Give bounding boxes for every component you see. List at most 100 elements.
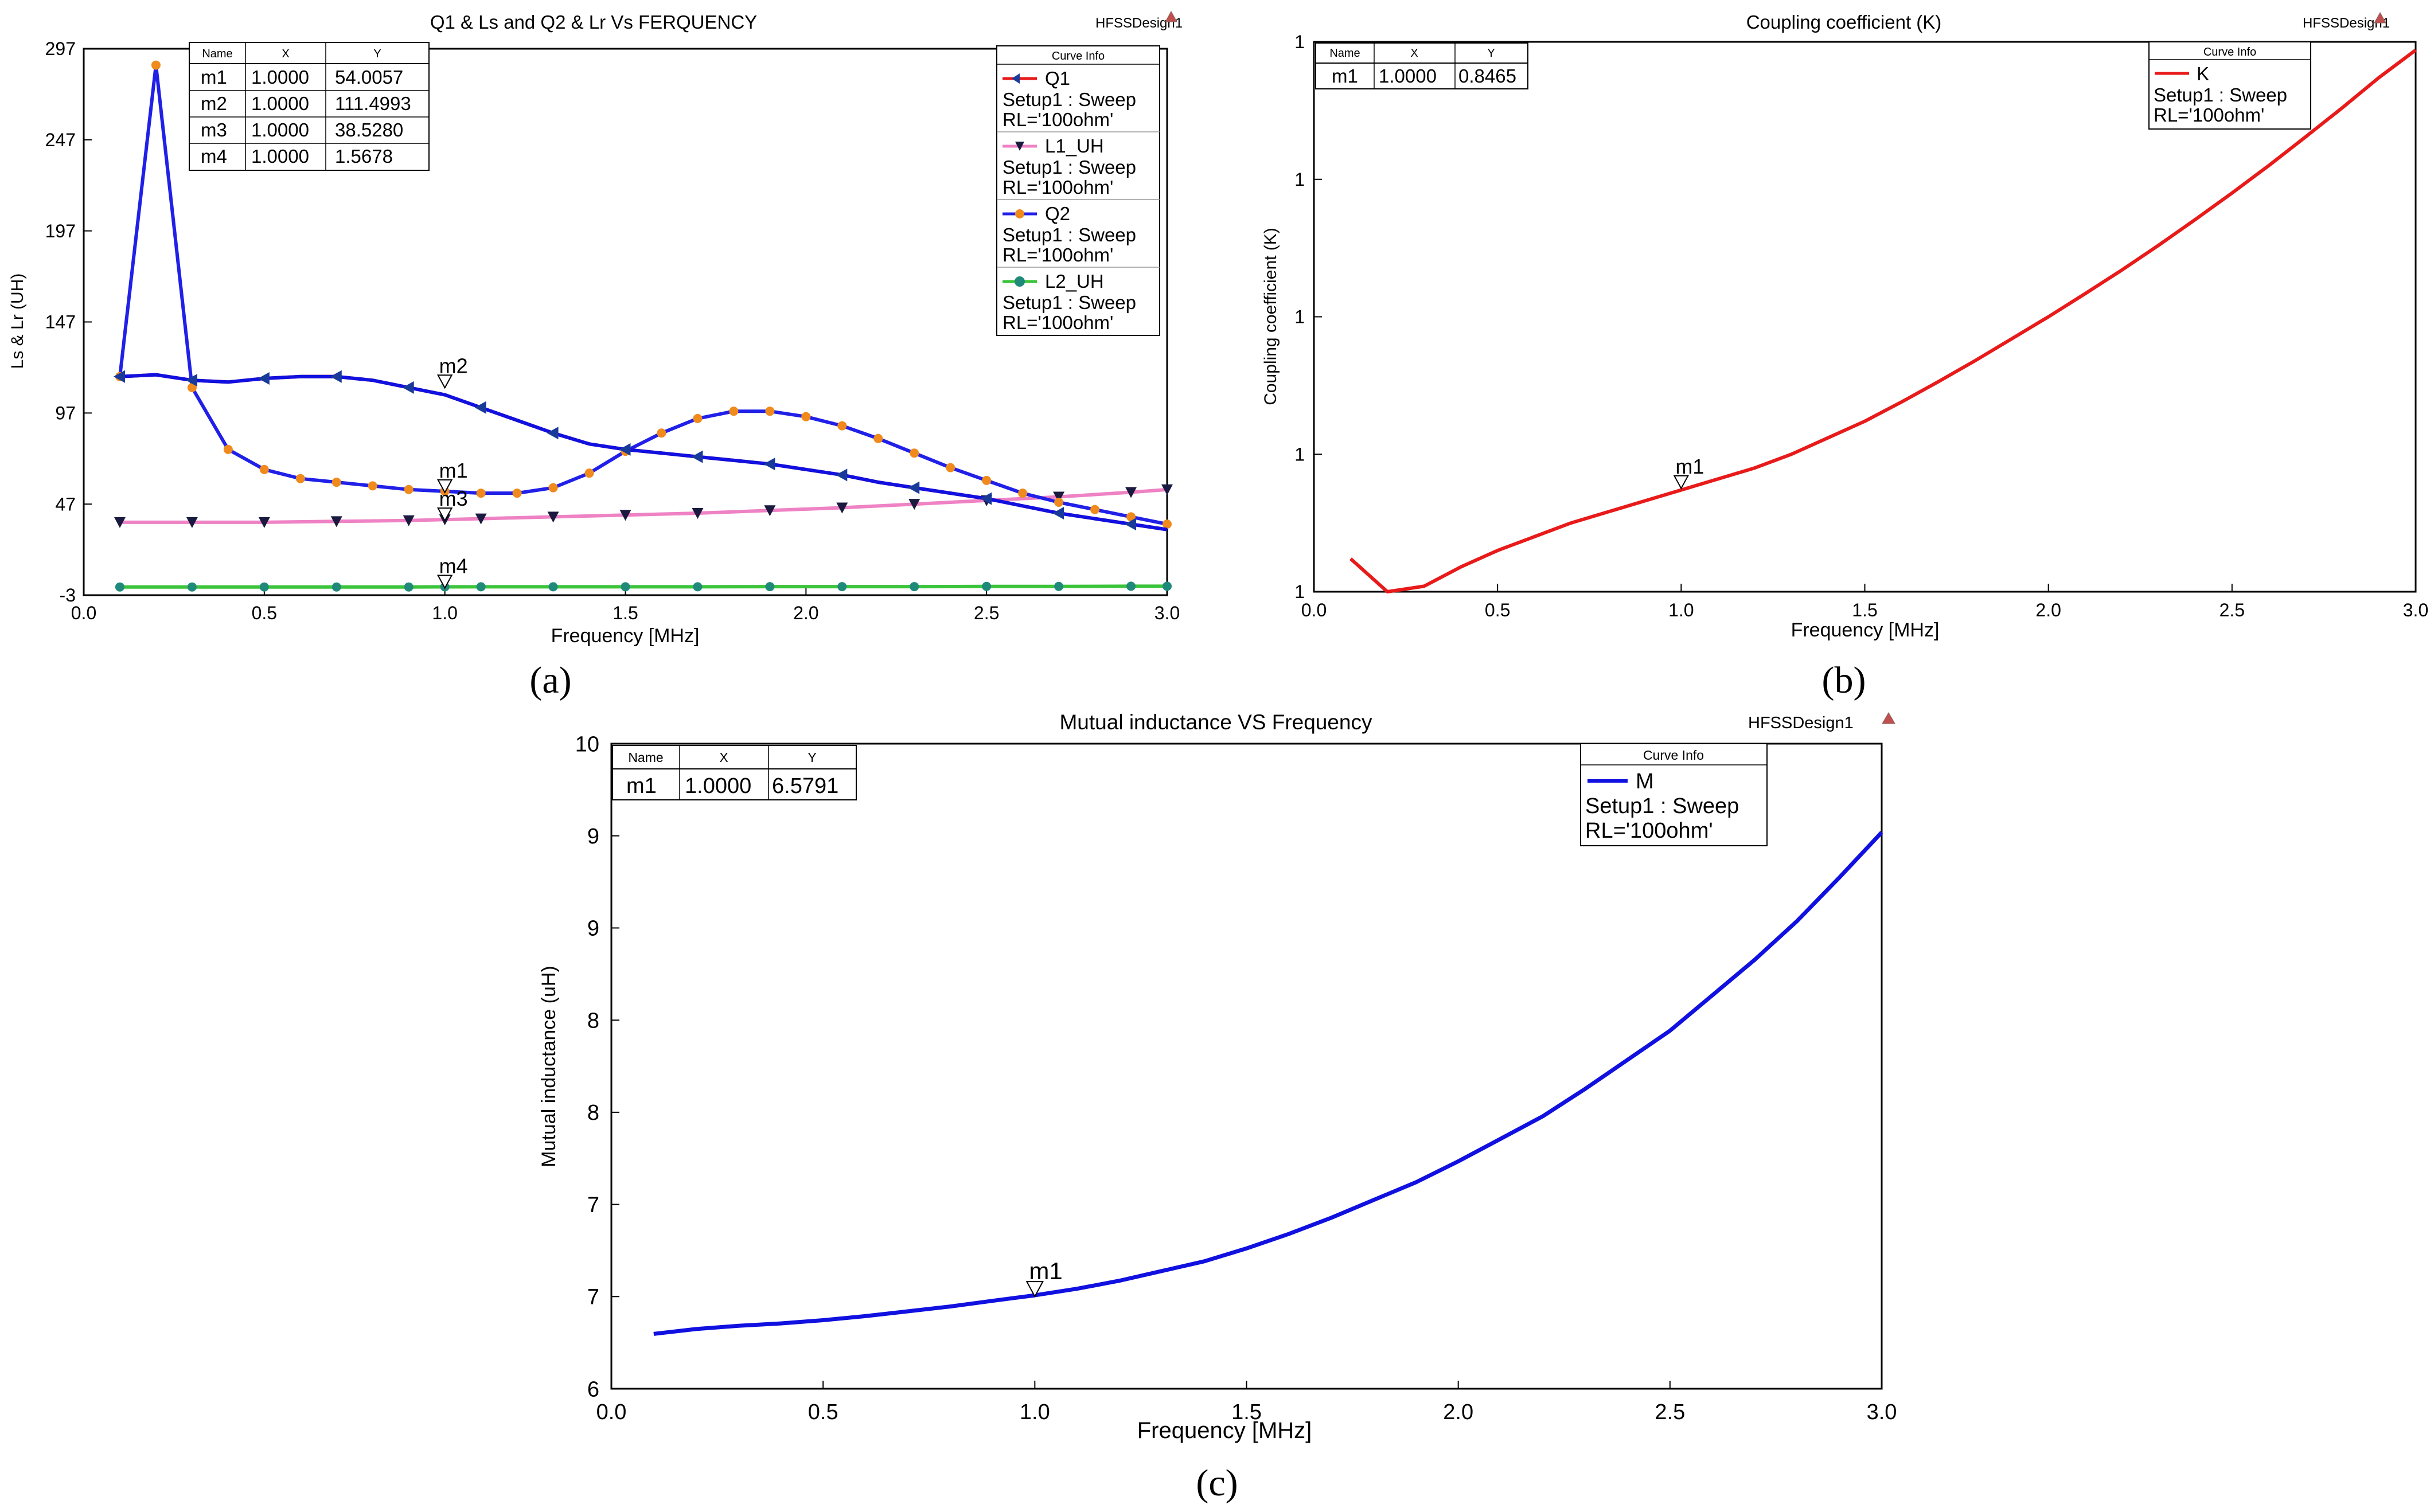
chart-a-table-cell: m3: [201, 119, 227, 140]
chart-c-plot-frame: [610, 743, 1883, 1390]
series-l2-uh-point: [1054, 581, 1064, 591]
chart-b-y-tick-labels: 1 1 1 1 1: [1294, 32, 1305, 602]
series-l2-uh-point: [621, 582, 630, 592]
chart-b-table-cell: 1.0000: [1379, 65, 1437, 87]
chart-c-marker-annotations: m1: [1025, 1257, 1063, 1298]
chart-a-legend: Curve Info Q1 Setup1 : Sweep RL='100ohm'…: [996, 45, 1160, 336]
series-l1-uh-point: [836, 502, 848, 514]
chart-b-table-cell: m1: [1332, 65, 1358, 87]
series-q2-point: [729, 407, 739, 416]
chart-a-table-cell: m1: [201, 67, 227, 88]
chart-c: Mutual inductance VS Frequency HFSSDesig…: [538, 710, 1897, 1504]
series-q2-point: [910, 448, 919, 458]
chart-c-x-tick-labels: 0.0 0.5 1.0 1.5 2.0 2.5 3.0: [596, 1400, 1897, 1424]
x-tick-label: 2.0: [1443, 1400, 1473, 1424]
chart-a-table-cell: 1.0000: [251, 119, 309, 140]
chart-a-legend-title: Curve Info: [1052, 50, 1105, 62]
chart-b: Coupling coefficient (K) HFSSDesign1 0.0…: [1261, 11, 2428, 701]
series-l2-uh-point: [404, 582, 414, 592]
chart-b-x-tick-labels: 0.0 0.5 1.0 1.5 2.0 2.5 3.0: [1301, 600, 2428, 620]
legend-q1-marker-icon: [1012, 73, 1020, 84]
y-tick-label: 7: [587, 1193, 599, 1217]
series-q2-point: [548, 483, 558, 493]
chart-a-table-cell: 1.0000: [251, 146, 309, 167]
y-tick-label: 1: [1294, 444, 1305, 464]
chart-c-title: Mutual inductance VS Frequency: [1059, 710, 1372, 734]
marker-m1-triangle: [1025, 1281, 1044, 1298]
y-tick-label: 1: [1294, 169, 1305, 190]
series-m-line: [653, 831, 1883, 1336]
x-tick-label: 2.0: [2035, 600, 2061, 620]
series-q2-point: [657, 428, 666, 438]
chart-a-marker-table: Name X Y m1 1.0000 54.0057 m2 1.0000 111…: [189, 42, 430, 171]
legend-l1-name: L1_UH: [1045, 135, 1104, 157]
x-tick-label: 0.0: [596, 1400, 627, 1424]
marker-m3-label: m3: [439, 487, 468, 510]
chart-b-table-header-name: Name: [1329, 47, 1360, 60]
legend-l2-rl: RL='100ohm': [1003, 312, 1113, 333]
series-l1-uh-point: [1053, 491, 1065, 503]
chart-a-table-cell: 111.4993: [335, 93, 411, 114]
x-tick-label: 2.5: [2220, 600, 2245, 620]
marker-m1-label: m1: [1675, 455, 1704, 478]
series-q2-point: [584, 468, 594, 478]
series-q2-point: [873, 433, 883, 443]
y-tick-label: 1: [1294, 307, 1305, 327]
chart-a-table-cell: 1.0000: [251, 67, 309, 88]
series-q1-point: [836, 468, 848, 482]
y-tick-label: 197: [45, 221, 76, 241]
chart-c-legend-title: Curve Info: [1643, 748, 1704, 763]
series-q1-point: [185, 374, 197, 387]
series-q2-point: [1090, 505, 1100, 514]
series-l2-uh-point: [1126, 581, 1136, 591]
chart-a-marker-annotations: m2 m1 m3 m4: [436, 354, 468, 589]
series-l2-uh-point: [765, 582, 775, 592]
series-q2-point: [295, 474, 305, 483]
marker-m2-label: m2: [439, 354, 468, 377]
series-q2-point: [404, 485, 414, 494]
chart-c-y-axis-label: Mutual inductance (uH): [538, 966, 560, 1167]
chart-b-legend-title: Curve Info: [2203, 46, 2256, 58]
series-l2-uh-point: [693, 582, 703, 592]
x-tick-label: 2.5: [1655, 1400, 1685, 1424]
x-tick-label: 0.0: [71, 603, 96, 623]
series-l1-uh-point: [547, 511, 559, 523]
x-tick-label: 1.5: [613, 603, 638, 623]
x-tick-label: 2.5: [974, 603, 999, 623]
legend-q1-name: Q1: [1045, 68, 1070, 89]
series-q2-point: [801, 412, 811, 421]
marker-m1-label: m1: [439, 459, 468, 482]
x-tick-label: 1.5: [1852, 600, 1877, 620]
chart-b-table-header-y: Y: [1487, 47, 1495, 60]
chart-b-marker-table: Name X Y m1 1.0000 0.8465: [1315, 42, 1528, 89]
series-q2-line: [118, 63, 1168, 526]
chart-c-design-label: HFSSDesign1: [1748, 714, 1854, 732]
chart-a-series: [113, 60, 1173, 592]
legend-l1-setup: Setup1 : Sweep: [1003, 157, 1136, 178]
y-tick-label: 147: [45, 312, 76, 333]
chart-a: Q1 & Ls and Q2 & Lr Vs FERQUENCY HFSSDes…: [8, 10, 1183, 701]
series-l2-uh-point: [837, 582, 847, 592]
x-tick-label: 1.0: [1020, 1400, 1050, 1424]
series-l1-uh-point: [692, 508, 704, 519]
legend-l2-setup: Setup1 : Sweep: [1003, 292, 1136, 313]
series-q1-point: [1125, 518, 1137, 531]
chart-b-plot-frame: [1313, 41, 2417, 593]
series-q2-point: [837, 421, 847, 431]
chart-b-title: Coupling coefficient (K): [1746, 11, 1942, 33]
series-q1-point: [113, 370, 125, 383]
series-q2-point: [512, 489, 522, 498]
chart-b-table-header-x: X: [1410, 47, 1418, 60]
marker-m4-label: m4: [439, 554, 468, 577]
series-q1-point: [258, 372, 270, 385]
series-l1-uh-point: [764, 505, 776, 517]
chart-b-x-axis-label: Frequency [MHz]: [1791, 619, 1940, 641]
series-q2-point: [368, 481, 377, 491]
series-l1-uh-point: [258, 517, 270, 528]
marker-m1-triangle: [1673, 475, 1690, 490]
series-q1-point: [402, 381, 414, 394]
series-q1-point: [763, 458, 775, 471]
series-q2-point: [1126, 512, 1136, 522]
chart-c-ticks: [611, 743, 1882, 1389]
series-l1-uh-point: [114, 517, 126, 528]
